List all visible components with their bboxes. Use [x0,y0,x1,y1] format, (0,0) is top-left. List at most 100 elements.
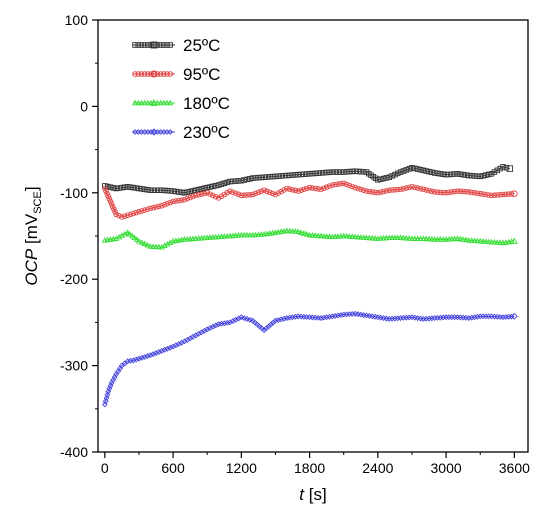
series-marker [468,172,475,179]
series-marker [303,171,310,177]
legend-label: 230ºC [183,123,230,142]
series-marker [383,188,390,194]
series-marker [156,187,162,193]
series-marker [466,189,472,195]
series-marker [121,213,128,219]
legend-item: 25ºC [132,36,220,55]
series-marker [243,231,251,238]
series-marker [119,184,125,191]
series-marker [321,185,327,192]
legend-swatch-marker [151,71,157,77]
series-marker [480,172,486,179]
series-marker [147,243,154,249]
series-marker [360,234,367,240]
legend-swatch-marker [154,99,161,106]
series-marker [241,315,248,322]
series-marker [431,236,438,242]
series-marker [155,243,162,250]
series-marker [403,185,410,191]
series-marker [446,171,452,178]
series-marker [483,172,489,178]
legend-swatch-marker [141,71,148,77]
series-marker [195,186,202,193]
series-marker [335,312,341,319]
series-marker [155,349,162,355]
series-marker [309,185,316,191]
series-marker [375,190,381,196]
series-marker [141,354,148,360]
series-marker [301,186,307,193]
series-marker [178,197,185,203]
series-marker [454,235,461,241]
series-marker [338,180,344,187]
series-marker [272,191,279,198]
series-marker [150,351,157,358]
series-marker [437,189,444,196]
series-marker [443,190,449,196]
series-marker [164,200,171,207]
series-marker [463,172,469,178]
series-marker [184,189,191,195]
series-marker [241,177,247,183]
series-marker [510,237,518,244]
series-marker [232,190,239,196]
series-marker [136,209,142,215]
legend-swatch-marker [135,71,141,77]
series-marker [138,354,145,361]
series-marker [278,173,284,179]
series-marker [377,189,384,195]
series-marker [383,175,390,181]
series-marker [409,184,415,190]
y-axis-unit-subscript: SCE [32,191,44,214]
series-marker [255,189,262,196]
series-marker [112,209,118,215]
series-marker [181,196,188,203]
series-marker [380,188,387,195]
series-marker [224,190,230,196]
series-marker [131,234,138,241]
series-marker [417,166,424,173]
series-marker [215,195,222,201]
series-marker [340,169,347,175]
series-marker [136,355,142,362]
series-marker [340,180,347,187]
series-marker [161,201,168,208]
series-marker [329,182,336,188]
series-marker [187,188,193,195]
series-marker [451,188,458,195]
series-marker [121,184,128,190]
y-tick-label: -300 [60,358,88,374]
series-marker [397,169,404,175]
series-marker [147,187,154,193]
legend-swatch-marker [141,42,148,48]
series-marker [323,314,330,321]
legend-swatch-marker [145,71,151,77]
series-marker [358,168,364,175]
legend-swatch-marker [151,42,157,48]
series-marker [105,193,111,200]
series-marker [360,187,367,193]
y-axis-variable: OCP [22,248,41,286]
series-marker [392,187,398,193]
series-marker [335,169,341,175]
series-marker [321,169,327,176]
series-marker [275,317,282,323]
series-marker [278,316,285,323]
series-marker [164,345,171,352]
series-marker [139,186,145,192]
legend-swatch-marker [135,42,141,48]
y-axis-unit-prefix: [mV [22,213,41,249]
series-marker [375,177,381,183]
series-marker [252,175,259,181]
legend-swatch-marker [148,71,154,77]
series-marker [417,185,424,192]
series-marker [454,188,461,194]
series-marker [292,187,299,194]
series-marker [221,320,228,327]
series-marker [144,353,151,360]
series-marker [212,182,219,189]
y-tick-label: 0 [80,98,88,114]
series-marker [170,198,176,205]
series-marker [281,187,287,193]
